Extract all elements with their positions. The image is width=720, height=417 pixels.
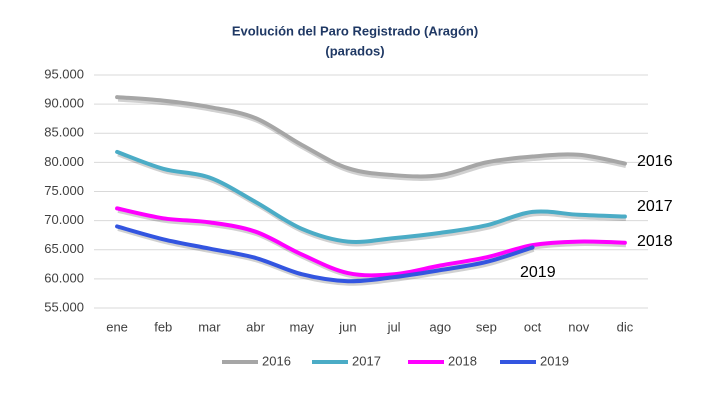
x-tick-label: jul (387, 319, 401, 334)
chart-title: Evolución del Paro Registrado (Aragón) (232, 23, 478, 38)
x-tick-label: feb (154, 319, 172, 334)
y-tick-label: 80.000 (44, 154, 84, 169)
legend-label: 2019 (540, 353, 569, 368)
x-tick-label: ene (106, 319, 128, 334)
series-line (115, 224, 535, 284)
legend-label: 2016 (262, 353, 291, 368)
y-tick-label: 60.000 (44, 270, 84, 285)
y-tick-label: 85.000 (44, 125, 84, 140)
end-label: 2017 (637, 198, 673, 215)
chart-subtitle: (parados) (325, 43, 384, 58)
x-tick-label: mar (198, 319, 221, 334)
end-label: 2019 (520, 264, 556, 281)
y-tick-label: 55.000 (44, 299, 84, 314)
series-line (115, 149, 627, 244)
series-line (115, 206, 627, 278)
line-shadow (117, 151, 627, 247)
y-tick-label: 75.000 (44, 183, 84, 198)
x-tick-label: sep (476, 319, 497, 334)
legend-label: 2017 (352, 353, 381, 368)
series-line (115, 95, 627, 179)
y-tick-label: 90.000 (44, 96, 84, 111)
y-tick-label: 70.000 (44, 212, 84, 227)
x-tick-label: may (289, 319, 314, 334)
legend-label: 2018 (448, 353, 477, 368)
x-tick-label: oct (524, 319, 542, 334)
line-shadow (117, 96, 627, 181)
y-tick-label: 65.000 (44, 241, 84, 256)
x-tick-label: abr (246, 319, 265, 334)
y-tick-label: 95.000 (44, 66, 84, 81)
x-tick-label: nov (568, 319, 589, 334)
x-tick-label: ago (429, 319, 451, 334)
x-tick-label: dic (617, 319, 634, 334)
end-label: 2016 (637, 153, 673, 170)
end-label: 2018 (637, 233, 673, 250)
x-tick-label: jun (338, 319, 356, 334)
